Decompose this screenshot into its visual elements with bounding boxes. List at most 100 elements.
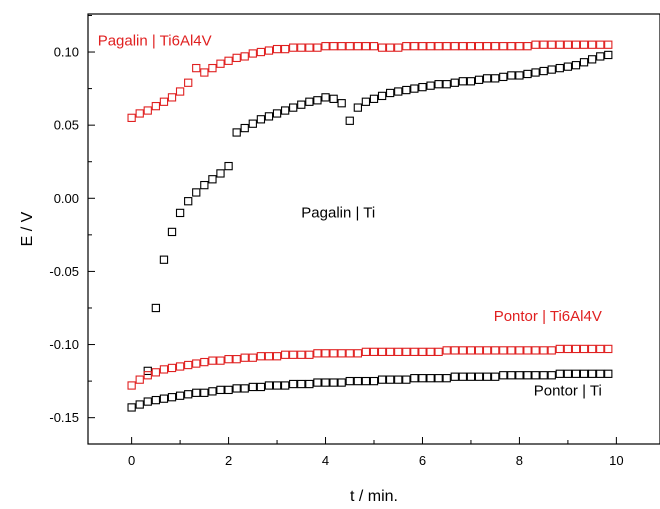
- data-point: [531, 346, 540, 355]
- data-point: [200, 388, 209, 397]
- data-point: [151, 395, 161, 405]
- x-tick-label: 2: [225, 453, 232, 468]
- data-point: [175, 87, 185, 96]
- data-point: [571, 344, 581, 354]
- data-point: [587, 55, 597, 64]
- series-1: [127, 40, 613, 122]
- y-tick-label: 0.10: [54, 45, 79, 60]
- x-tick-label: 6: [419, 453, 426, 468]
- data-point: [127, 113, 136, 122]
- data-point: [167, 393, 177, 402]
- data-point: [240, 384, 249, 393]
- data-point: [402, 347, 411, 357]
- data-point: [604, 369, 613, 378]
- data-point: [280, 44, 290, 54]
- series-3: [127, 344, 613, 390]
- data-point: [539, 371, 548, 380]
- axis-ticks: 0 2 4 6 8 10 0.10 0.05 0.00 -0.05 -0.10 -0.15: [49, 14, 624, 468]
- data-point: [192, 359, 201, 368]
- data-point: [248, 382, 257, 392]
- data-point: [224, 385, 233, 395]
- data-point: [216, 59, 225, 68]
- data-point: [240, 353, 249, 362]
- data-point: [474, 346, 484, 355]
- data-point: [458, 77, 468, 86]
- data-point: [596, 369, 605, 378]
- data-point: [184, 390, 193, 399]
- data-point: [402, 42, 411, 51]
- data-point: [232, 355, 241, 364]
- data-point: [200, 68, 209, 77]
- data-point: [297, 379, 306, 389]
- data-point: [555, 369, 564, 378]
- data-point: [184, 360, 193, 370]
- data-point: [224, 355, 233, 364]
- series-label: Pagalin | Ti: [301, 204, 375, 221]
- data-point: [361, 97, 371, 106]
- data-point: [192, 188, 201, 197]
- data-point: [418, 374, 427, 383]
- data-point: [369, 347, 379, 357]
- data-point: [256, 352, 266, 361]
- data-point: [175, 391, 185, 400]
- data-point: [402, 85, 411, 95]
- data-point: [426, 347, 435, 357]
- data-point: [175, 362, 185, 371]
- data-point: [458, 372, 468, 381]
- data-point: [280, 350, 290, 359]
- data-point: [208, 63, 217, 73]
- data-point: [329, 94, 338, 103]
- data-point: [499, 371, 508, 380]
- data-point: [474, 75, 484, 84]
- y-tick-label: -0.15: [49, 410, 79, 425]
- data-point: [523, 69, 532, 79]
- data-point: [337, 349, 346, 358]
- data-point: [410, 347, 419, 357]
- data-point: [442, 374, 451, 383]
- data-point: [369, 94, 379, 103]
- data-point: [353, 376, 363, 386]
- data-point: [450, 78, 459, 87]
- data-point: [208, 387, 217, 396]
- series-label: Pontor | Ti6Al4V: [494, 308, 602, 325]
- data-point: [450, 42, 459, 51]
- data-point: [604, 50, 613, 60]
- data-point: [159, 255, 169, 264]
- data-point: [571, 40, 581, 49]
- data-point: [248, 49, 257, 58]
- data-point: [499, 72, 508, 82]
- data-point: [563, 62, 573, 71]
- data-point: [272, 44, 282, 54]
- data-point: [159, 97, 169, 106]
- data-point: [272, 109, 282, 118]
- data-point: [297, 43, 306, 52]
- data-point: [321, 42, 330, 51]
- data-point: [458, 42, 468, 51]
- data-point: [208, 175, 217, 184]
- data-point: [547, 346, 556, 355]
- data-point: [466, 42, 476, 51]
- data-point: [313, 349, 322, 358]
- data-point: [523, 42, 532, 51]
- data-point: [385, 375, 395, 384]
- data-point: [305, 43, 314, 52]
- data-point: [361, 42, 371, 51]
- data-point: [361, 376, 371, 386]
- y-tick-label: 0.00: [54, 191, 79, 206]
- data-point: [167, 93, 177, 102]
- data-point: [482, 42, 492, 51]
- data-point: [305, 350, 314, 359]
- data-point: [184, 78, 193, 87]
- data-point: [531, 40, 540, 49]
- data-point: [563, 344, 573, 354]
- data-point: [596, 52, 605, 61]
- data-point: [531, 68, 540, 77]
- data-point: [377, 375, 387, 384]
- data-point: [313, 378, 322, 387]
- data-point: [216, 169, 225, 178]
- data-point: [289, 43, 298, 52]
- data-point: [515, 71, 524, 80]
- data-point: [248, 119, 257, 128]
- data-point: [515, 371, 524, 380]
- data-point: [297, 100, 306, 109]
